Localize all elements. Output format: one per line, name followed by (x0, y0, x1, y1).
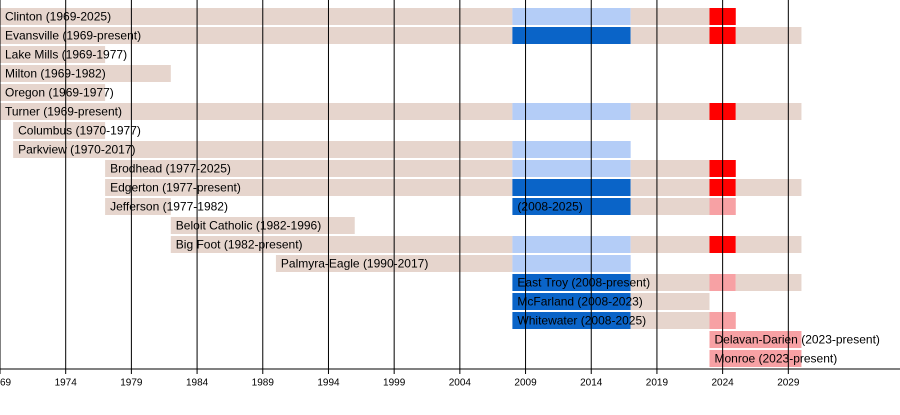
segment-bar (512, 293, 631, 310)
segment-label: Big Foot (1982-present) (176, 238, 303, 252)
segment-bar (0, 84, 106, 101)
segment-bar (512, 236, 631, 253)
segment-bar (630, 103, 710, 120)
segment-bar (735, 274, 802, 291)
segment-bar (512, 103, 631, 120)
segment-bar (630, 160, 710, 177)
segment-label: Delavan-Darien (2023-present) (714, 333, 879, 347)
segment-bar (630, 179, 710, 196)
segment-bar (630, 27, 710, 44)
segment-bar (512, 141, 631, 158)
segment-bar (630, 312, 710, 329)
segment-label: Columbus (1970-1977) (18, 124, 141, 138)
segment-bar (0, 27, 513, 44)
labels: Clinton (1969-2025) Evansville (1969-pres… (5, 10, 880, 366)
segment-bar (630, 274, 710, 291)
segment-bar (512, 198, 631, 215)
segment-label: Brodhead (1977-2025) (110, 162, 231, 176)
segment-bar (735, 236, 802, 253)
segment-bar (512, 312, 631, 329)
x-tick-label: 2029 (777, 378, 800, 389)
segment-bar (512, 8, 631, 25)
segment-bar (0, 103, 513, 120)
x-tick-label: 2014 (580, 378, 603, 389)
segment-bar (709, 350, 802, 367)
x-tick-label: 1989 (252, 378, 275, 389)
segment-label: Palmyra-Eagle (1990-2017) (281, 257, 428, 271)
x-tick-label: 1994 (317, 378, 340, 389)
segment-label: Milton (1969-1982) (5, 67, 106, 81)
segment-label: Jefferson (1977-1982) (110, 200, 228, 214)
segment-bar (630, 8, 710, 25)
segment-label: Clinton (1969-2025) (5, 10, 111, 24)
grid (0, 0, 789, 374)
segment-label: Monroe (2023-present) (714, 352, 837, 366)
segment-bar (13, 122, 106, 139)
segment-label: Parkview (1970-2017) (18, 143, 135, 157)
segment-label: Edgerton (1977-present) (110, 181, 241, 195)
segment-label: (2008-2025) (517, 200, 582, 214)
segment-label: McFarland (2008-2023) (517, 295, 642, 309)
segment-label: Lake Mills (1969-1977) (5, 48, 127, 62)
x-tick-label: 2009 (514, 378, 537, 389)
segment-bar (735, 27, 802, 44)
segment-bar (0, 65, 171, 82)
segment-bar (105, 198, 171, 215)
x-tick-label: 1979 (120, 378, 143, 389)
segment-bar (105, 179, 513, 196)
x-tick-label: 1999 (383, 378, 406, 389)
segment-bar (170, 236, 513, 253)
segment-bar (512, 179, 631, 196)
segment-label: Whitewater (2008-2025) (517, 314, 646, 328)
segment-bar (630, 198, 710, 215)
segment-bar (0, 46, 106, 63)
segment-bar (512, 274, 631, 291)
segment-bar (105, 160, 513, 177)
segment-bar (630, 236, 710, 253)
segment-bar (709, 331, 802, 348)
segment-bar (512, 27, 631, 44)
segment-label: Evansville (1969-present) (5, 29, 141, 43)
x-tick-label: 2004 (449, 378, 472, 389)
x-tick-label: 2024 (712, 378, 735, 389)
x-tick-label: 1984 (186, 378, 209, 389)
segment-label: East Troy (2008-present) (517, 276, 650, 290)
x-tick-label: 1974 (55, 378, 78, 389)
segment-label: Turner (1969-present) (5, 105, 122, 119)
segment-bar (512, 255, 631, 272)
segment-label: Beloit Catholic (1982-1996) (176, 219, 321, 233)
x-tick-label: 1969 (0, 378, 12, 389)
segment-label: Oregon (1969-1977) (5, 86, 114, 100)
segment-bar (0, 8, 513, 25)
x-tick-label: 2019 (646, 378, 669, 389)
segment-bar (630, 293, 710, 310)
segment-bar (735, 179, 802, 196)
segment-bar (735, 103, 802, 120)
segment-bar (512, 160, 631, 177)
